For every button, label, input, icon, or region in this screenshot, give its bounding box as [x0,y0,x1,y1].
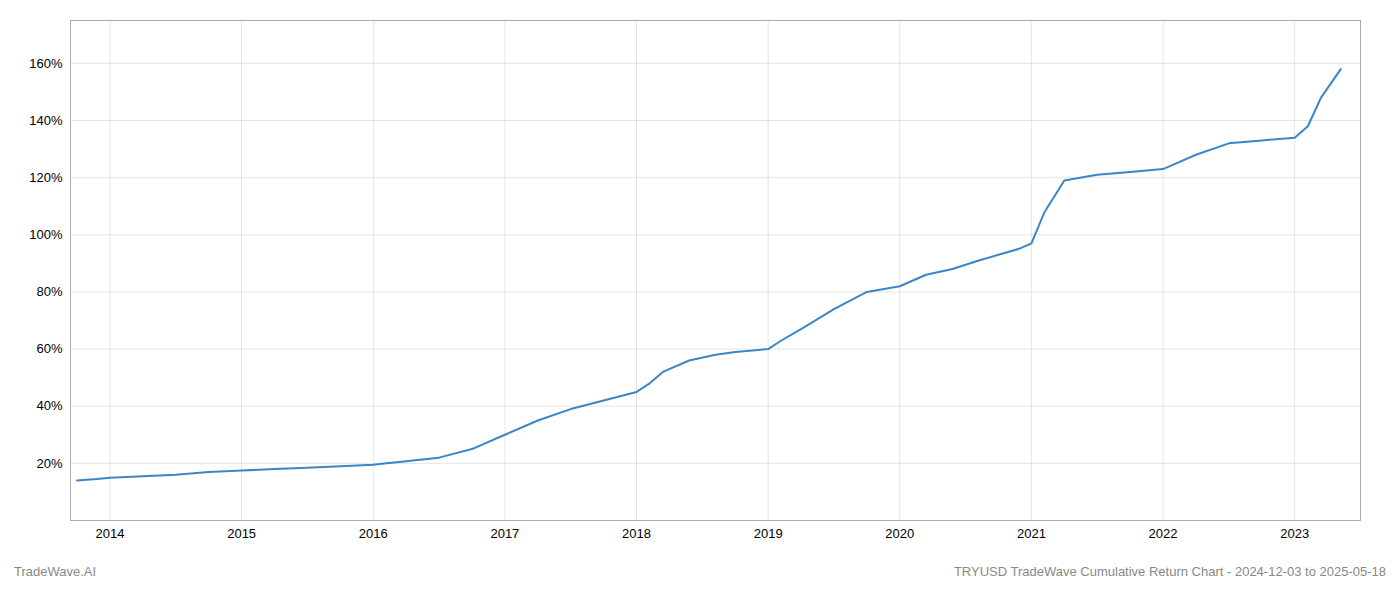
svg-text:140%: 140% [29,113,63,128]
svg-text:2014: 2014 [96,526,125,541]
svg-text:100%: 100% [29,227,63,242]
svg-text:2017: 2017 [490,526,519,541]
svg-text:60%: 60% [36,341,62,356]
svg-text:2021: 2021 [1017,526,1046,541]
html-text:TRYUSD TradeWave Cumulative Re: TRYUSD TradeWave Cumulative Return Chart… [953,564,1386,579]
svg-text:120%: 120% [29,170,63,185]
svg-text:2022: 2022 [1149,526,1178,541]
svg-text:2016: 2016 [359,526,388,541]
svg-text:40%: 40% [36,398,62,413]
svg-text:2018: 2018 [622,526,651,541]
svg-text:20%: 20% [36,456,62,471]
svg-text:160%: 160% [29,56,63,71]
svg-text:2023: 2023 [1280,526,1309,541]
svg-text:2015: 2015 [227,526,256,541]
svg-text:80%: 80% [36,284,62,299]
svg-text:2019: 2019 [754,526,783,541]
html-text:TradeWave.AI: TradeWave.AI [14,564,97,579]
svg-text:2020: 2020 [885,526,914,541]
